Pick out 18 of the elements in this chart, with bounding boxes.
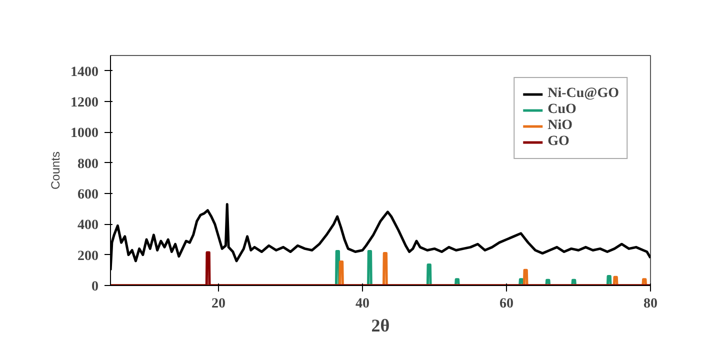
- y-tick-label: 1400: [70, 64, 98, 80]
- y-tick-label: 600: [78, 188, 98, 202]
- legend-label: NiO: [548, 118, 573, 134]
- legend-label: Ni-Cu@GO: [548, 86, 619, 102]
- x-axis-title: 2θ: [371, 316, 390, 336]
- y-tick-label: 400: [78, 218, 98, 234]
- legend-label: GO: [548, 134, 570, 150]
- x-tick-label: 80: [644, 296, 658, 312]
- x-tick-label: 40: [356, 296, 370, 312]
- y-tick-label: 200: [78, 248, 98, 264]
- y-tick-label: 1000: [70, 126, 98, 142]
- legend-label: CuO: [548, 102, 576, 118]
- y-tick-label: 800: [78, 156, 98, 172]
- y-tick-label: 0: [92, 280, 98, 294]
- y-axis-title: Counts: [48, 151, 62, 190]
- y-tick-label: 1200: [70, 96, 98, 110]
- x-tick-label: 20: [212, 296, 226, 312]
- x-tick-label: 60: [500, 296, 514, 312]
